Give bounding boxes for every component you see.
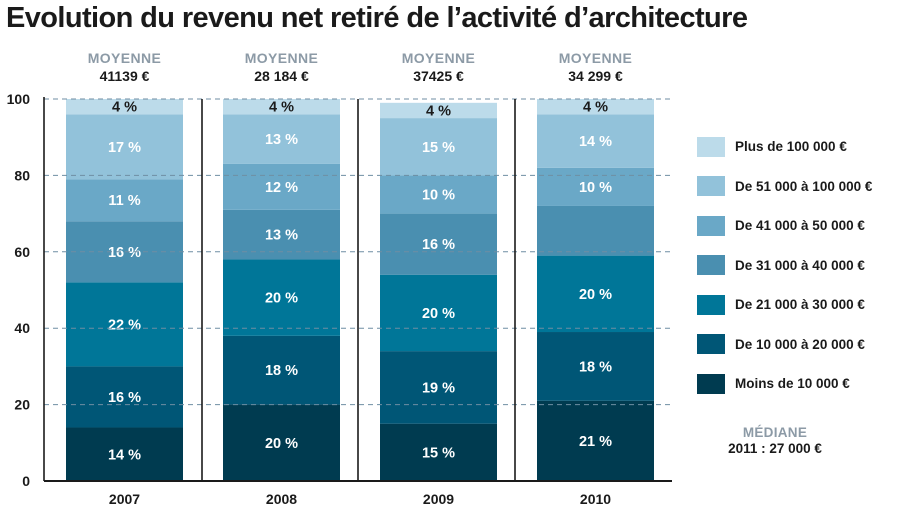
- legend-swatch: [697, 334, 725, 355]
- segment-label: 15 %: [422, 140, 455, 156]
- legend-swatch: [697, 176, 725, 197]
- average-label: MOYENNE: [245, 50, 319, 66]
- bar-segment: [66, 366, 183, 428]
- median-value: 2011 : 27 000 €: [728, 441, 822, 456]
- bar-segment: [223, 335, 340, 405]
- segment-label: 10 %: [579, 180, 612, 196]
- segment-label: 18 %: [579, 359, 612, 375]
- segment-label: 4 %: [269, 100, 294, 116]
- x-tick-label: 2008: [266, 491, 297, 507]
- legend-item: De 31 000 à 40 000 €: [697, 246, 897, 286]
- bar-segment: [66, 282, 183, 367]
- segment-label: 15 %: [422, 445, 455, 461]
- y-tick-label: 80: [14, 167, 30, 183]
- segment-label: 20 %: [422, 306, 455, 322]
- bar-segment: [380, 175, 497, 214]
- legend-label: Moins de 10 000 €: [735, 376, 850, 392]
- bar-segment: [537, 332, 654, 401]
- segment-label: 13 %: [265, 132, 298, 148]
- segment-label: 4 %: [426, 103, 451, 119]
- legend-label: De 10 000 à 20 000 €: [735, 336, 865, 352]
- segment-label: 21 %: [579, 434, 612, 450]
- segment-label: 19 %: [422, 380, 455, 396]
- bar-segment: [66, 179, 183, 222]
- legend-item: Plus de 100 000 €: [697, 127, 897, 167]
- segment-label: 14 %: [579, 134, 612, 150]
- segment-label: 11 %: [108, 193, 140, 209]
- segment-label: 20 %: [265, 291, 298, 307]
- bar-segment: [66, 427, 183, 481]
- segment-label: 22 %: [108, 317, 141, 333]
- segment-label: 16 %: [108, 245, 141, 261]
- average-label: MOYENNE: [402, 50, 476, 66]
- bar-segment: [537, 205, 654, 256]
- x-tick-label: 2010: [580, 491, 611, 507]
- legend-label: Plus de 100 000 €: [735, 139, 847, 155]
- bar-segment: [537, 99, 654, 115]
- bar-segment: [537, 167, 654, 206]
- bar-segment: [380, 423, 497, 481]
- average-label: MOYENNE: [88, 50, 162, 66]
- segment-label: 17 %: [108, 140, 141, 156]
- legend-item: De 51 000 à 100 000 €: [697, 167, 897, 207]
- bar-segment: [380, 118, 497, 176]
- legend-label: De 21 000 à 30 000 €: [735, 297, 865, 313]
- bar-segment: [223, 259, 340, 336]
- segment-label: 4 %: [112, 100, 137, 116]
- bar-segment: [223, 404, 340, 481]
- bar-segment: [380, 102, 497, 119]
- segment-label: 10 %: [422, 188, 455, 204]
- y-tick-label: 60: [14, 244, 30, 260]
- average-value: 28 184 €: [254, 68, 309, 84]
- legend-label: De 31 000 à 40 000 €: [735, 257, 865, 273]
- legend-label: De 41 000 à 50 000 €: [735, 218, 865, 234]
- average-value: 37425 €: [413, 68, 464, 84]
- segment-label: 20 %: [265, 436, 298, 452]
- segment-label: 4 %: [583, 100, 608, 116]
- segment-label: 12 %: [265, 180, 298, 196]
- bar-segment: [380, 213, 497, 275]
- bar-segment: [537, 400, 654, 481]
- y-tick-label: 100: [7, 91, 31, 107]
- legend-item: De 21 000 à 30 000 €: [697, 285, 897, 325]
- bar-segment: [223, 209, 340, 260]
- segment-label: 16 %: [422, 237, 455, 253]
- legend-item: De 41 000 à 50 000 €: [697, 206, 897, 246]
- average-value: 34 299 €: [568, 68, 623, 84]
- bar-segment: [537, 255, 654, 333]
- bar-segment: [223, 163, 340, 210]
- y-tick-label: 40: [14, 320, 30, 336]
- segment-label: 16 %: [108, 390, 141, 406]
- bar-segment: [223, 114, 340, 164]
- median-title: MÉDIANE: [742, 425, 808, 440]
- legend-item: Moins de 10 000 €: [697, 364, 897, 404]
- legend-swatch: [697, 215, 725, 236]
- legend-swatch: [697, 373, 725, 394]
- average-label: MOYENNE: [559, 50, 633, 66]
- segment-label: 13 %: [265, 228, 298, 244]
- x-tick-label: 2007: [109, 491, 140, 507]
- bar-segment: [223, 99, 340, 115]
- bar-segment: [537, 114, 654, 168]
- median-box: MÉDIANE 2011 : 27 000 €: [695, 425, 855, 456]
- segment-label: 20 %: [579, 287, 612, 303]
- chart-title: Evolution du revenu net retiré de l’acti…: [6, 2, 748, 34]
- y-tick-label: 20: [14, 397, 30, 413]
- average-value: 41139 €: [100, 68, 150, 84]
- legend-swatch: [697, 136, 725, 157]
- y-tick-label: 0: [22, 473, 30, 489]
- legend-swatch: [697, 294, 725, 315]
- legend-item: De 10 000 à 20 000 €: [697, 325, 897, 365]
- bar-segment: [380, 351, 497, 424]
- bar-segment: [66, 114, 183, 180]
- x-tick-label: 2009: [423, 491, 454, 507]
- segment-label: 18 %: [265, 363, 298, 379]
- legend-swatch: [697, 255, 725, 276]
- segment-label: 14 %: [108, 447, 141, 463]
- bar-segment: [380, 274, 497, 352]
- bar-segment: [66, 99, 183, 115]
- legend: Plus de 100 000 € De 51 000 à 100 000 € …: [697, 127, 897, 404]
- legend-label: De 51 000 à 100 000 €: [735, 178, 873, 194]
